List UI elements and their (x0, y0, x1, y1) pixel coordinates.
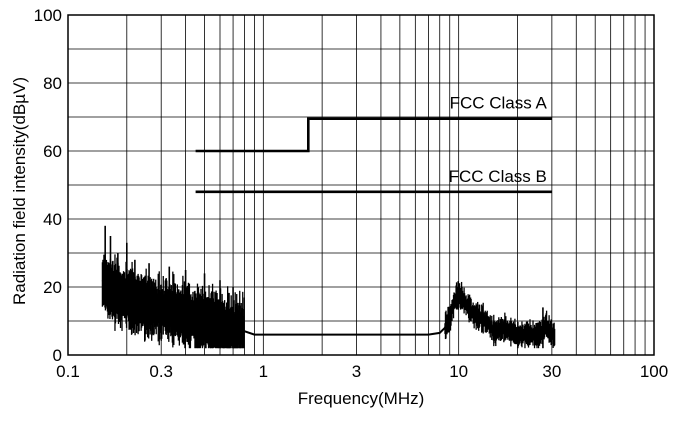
x-axis-label: Frequency(MHz) (298, 389, 425, 408)
chart-grid (68, 15, 654, 355)
emission-envelope-line (101, 279, 555, 336)
y-tick-labels: 0 20 40 60 80 100 (34, 6, 62, 365)
emission-noise (101, 225, 556, 349)
x-tick-labels: 0.1 0.3 1 3 10 30 100 (56, 362, 668, 381)
limit-label: FCC Class A (450, 94, 548, 113)
y-tick-label: 0 (53, 346, 62, 365)
y-tick-label: 60 (43, 142, 62, 161)
limit-labels: FCC Class A FCC Class B (449, 94, 548, 186)
y-axis-label: Radiation field intensity(dBµV) (10, 77, 29, 305)
x-tick-label: 1 (259, 362, 268, 381)
emission-series (101, 279, 555, 336)
plot-frame (67, 14, 655, 356)
y-tick-label: 100 (34, 6, 62, 25)
x-tick-label: 10 (449, 362, 468, 381)
y-tick-label: 40 (43, 210, 62, 229)
y-tick-label: 20 (43, 278, 62, 297)
x-tick-label: 100 (640, 362, 668, 381)
x-tick-label: 3 (352, 362, 361, 381)
limit-lines (195, 117, 552, 194)
limit-label: FCC Class B (449, 167, 547, 186)
x-tick-label: 0.1 (56, 362, 80, 381)
x-tick-label: 0.3 (149, 362, 173, 381)
limit-line-class-a (195, 117, 552, 153)
y-tick-label: 80 (43, 74, 62, 93)
x-tick-label: 30 (542, 362, 561, 381)
